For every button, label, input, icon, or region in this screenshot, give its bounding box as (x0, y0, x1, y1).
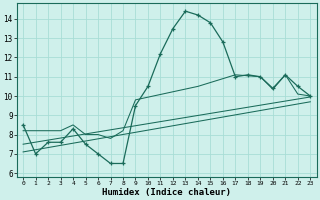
X-axis label: Humidex (Indice chaleur): Humidex (Indice chaleur) (102, 188, 231, 197)
